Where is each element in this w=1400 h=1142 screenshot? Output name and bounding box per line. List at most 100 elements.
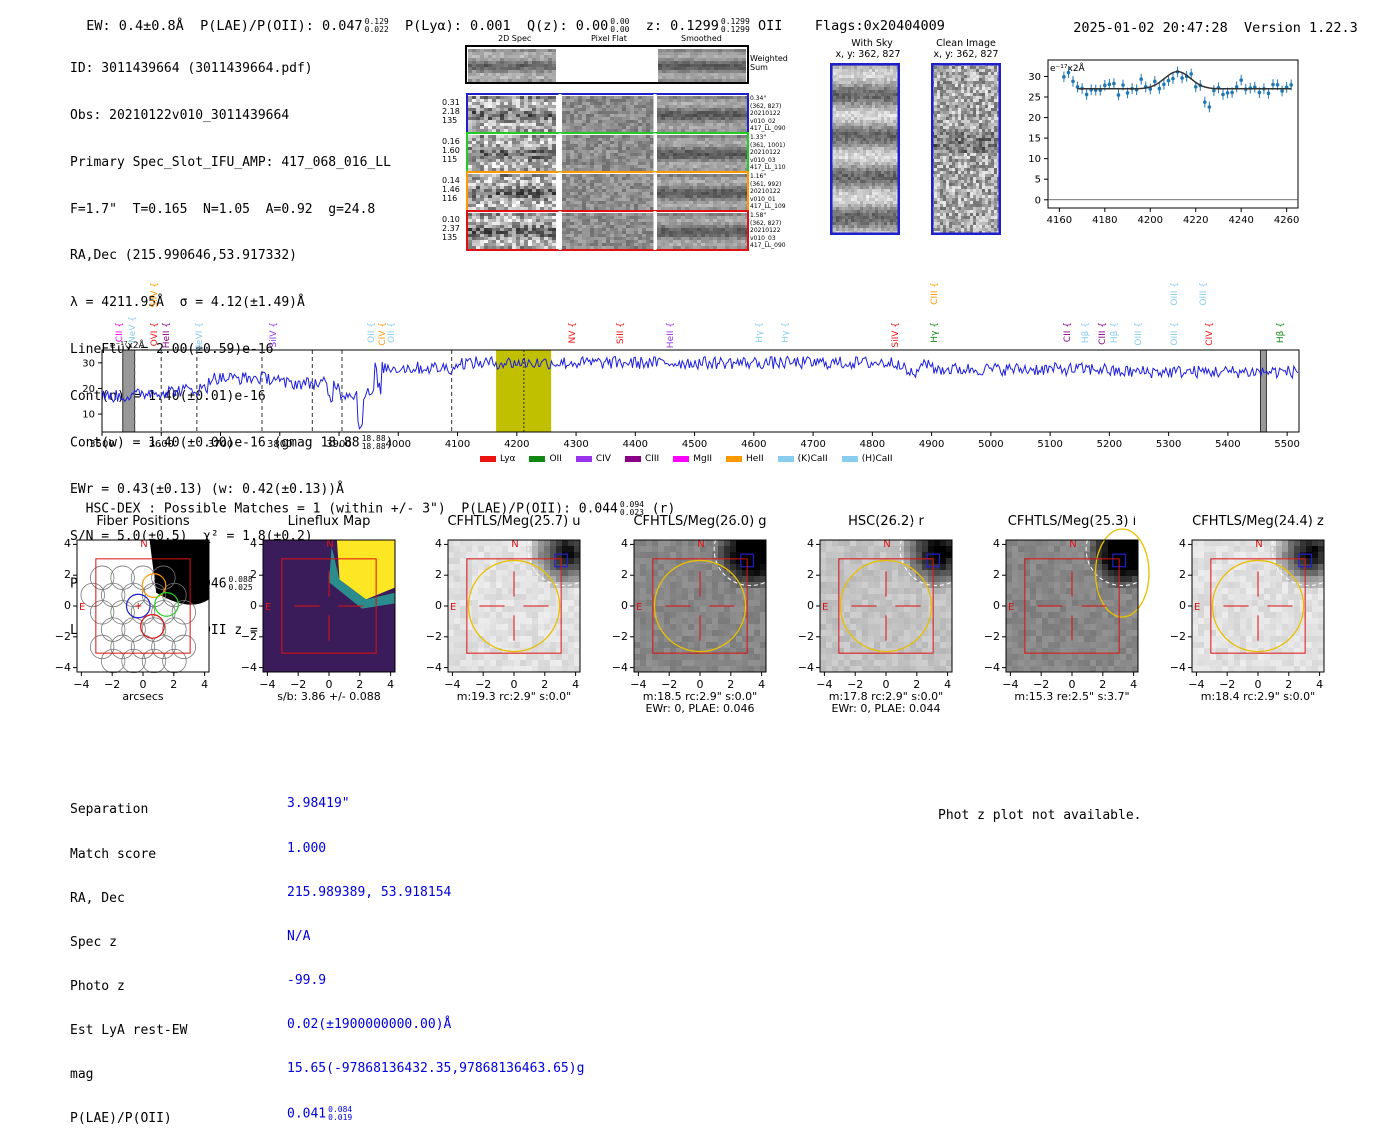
pixel — [488, 228, 492, 231]
pixel — [606, 159, 610, 162]
pixel — [737, 246, 741, 249]
pixel — [842, 87, 845, 90]
pixel — [606, 234, 610, 237]
pixel — [733, 183, 737, 186]
pixel — [884, 147, 887, 150]
pixel — [836, 129, 839, 132]
pixel — [504, 55, 508, 58]
pixel — [673, 99, 677, 102]
pixel — [642, 105, 646, 108]
pixel — [586, 156, 590, 159]
pixel — [709, 108, 713, 111]
info-plae-w-lo: 0.026 — [333, 584, 357, 592]
pixel — [887, 129, 890, 132]
pixel — [878, 123, 881, 126]
pixel — [638, 183, 642, 186]
pixel — [548, 141, 552, 144]
pixel — [594, 129, 598, 132]
pixel — [594, 141, 598, 144]
pixel — [488, 207, 492, 210]
pixel — [726, 58, 730, 61]
pixel — [528, 150, 532, 153]
pixel — [673, 126, 677, 129]
pixel — [552, 186, 556, 189]
pixel — [669, 108, 673, 111]
pixel — [665, 192, 669, 195]
pixel — [729, 183, 733, 186]
pixel — [670, 58, 674, 61]
pixel — [836, 177, 839, 180]
pixel — [574, 156, 578, 159]
pixel — [733, 117, 737, 120]
pixel — [722, 55, 726, 58]
pixel — [884, 165, 887, 168]
pixel — [606, 147, 610, 150]
pixel — [614, 129, 618, 132]
pixel — [713, 186, 717, 189]
pixel — [496, 79, 500, 82]
pixel — [642, 141, 646, 144]
pixel — [884, 177, 887, 180]
pixel — [476, 228, 480, 231]
pixel — [614, 201, 618, 204]
pixel — [468, 99, 472, 102]
pixel — [701, 153, 705, 156]
pixel — [673, 228, 677, 231]
pixel — [860, 87, 863, 90]
pixel — [863, 66, 866, 69]
pixel — [693, 129, 697, 132]
pixel — [733, 165, 737, 168]
pixel — [508, 159, 512, 162]
pixel — [512, 246, 516, 249]
pixel — [622, 228, 626, 231]
pixel — [544, 120, 548, 123]
pixel — [548, 135, 552, 138]
pixel — [524, 159, 528, 162]
pixel — [839, 84, 842, 87]
pixel — [893, 105, 896, 108]
pixel — [484, 105, 488, 108]
pixel — [512, 219, 516, 222]
pixel — [480, 243, 484, 246]
pixel — [666, 67, 670, 70]
pixel — [842, 180, 845, 183]
pixel — [725, 183, 729, 186]
pixel — [594, 204, 598, 207]
pixel — [875, 186, 878, 189]
pixel — [669, 111, 673, 114]
pixel — [574, 96, 578, 99]
pixel — [532, 76, 536, 79]
pixel — [570, 237, 574, 240]
pixel — [578, 198, 582, 201]
pixel — [851, 99, 854, 102]
pixel — [520, 195, 524, 198]
pixel — [857, 126, 860, 129]
pixel — [697, 174, 701, 177]
pixel — [468, 105, 472, 108]
pixel — [536, 165, 540, 168]
pixel — [528, 174, 532, 177]
pixel — [476, 70, 480, 73]
pixel — [693, 102, 697, 105]
pixel — [713, 123, 717, 126]
pixel — [682, 61, 686, 64]
pixel — [685, 222, 689, 225]
pixel — [878, 186, 881, 189]
pixel — [881, 78, 884, 81]
pixel — [872, 159, 875, 162]
pixel — [488, 192, 492, 195]
pixel — [725, 192, 729, 195]
pixel — [590, 168, 594, 171]
pixel — [548, 216, 552, 219]
pixel — [480, 231, 484, 234]
pixel — [578, 135, 582, 138]
pixel — [693, 99, 697, 102]
pixel — [488, 237, 492, 240]
row-fiber-label: (361, 1001) — [750, 142, 785, 149]
pixel — [548, 147, 552, 150]
pixel — [718, 64, 722, 67]
pixel — [606, 126, 610, 129]
pixel — [582, 177, 586, 180]
pixel — [869, 72, 872, 75]
pixel — [532, 213, 536, 216]
